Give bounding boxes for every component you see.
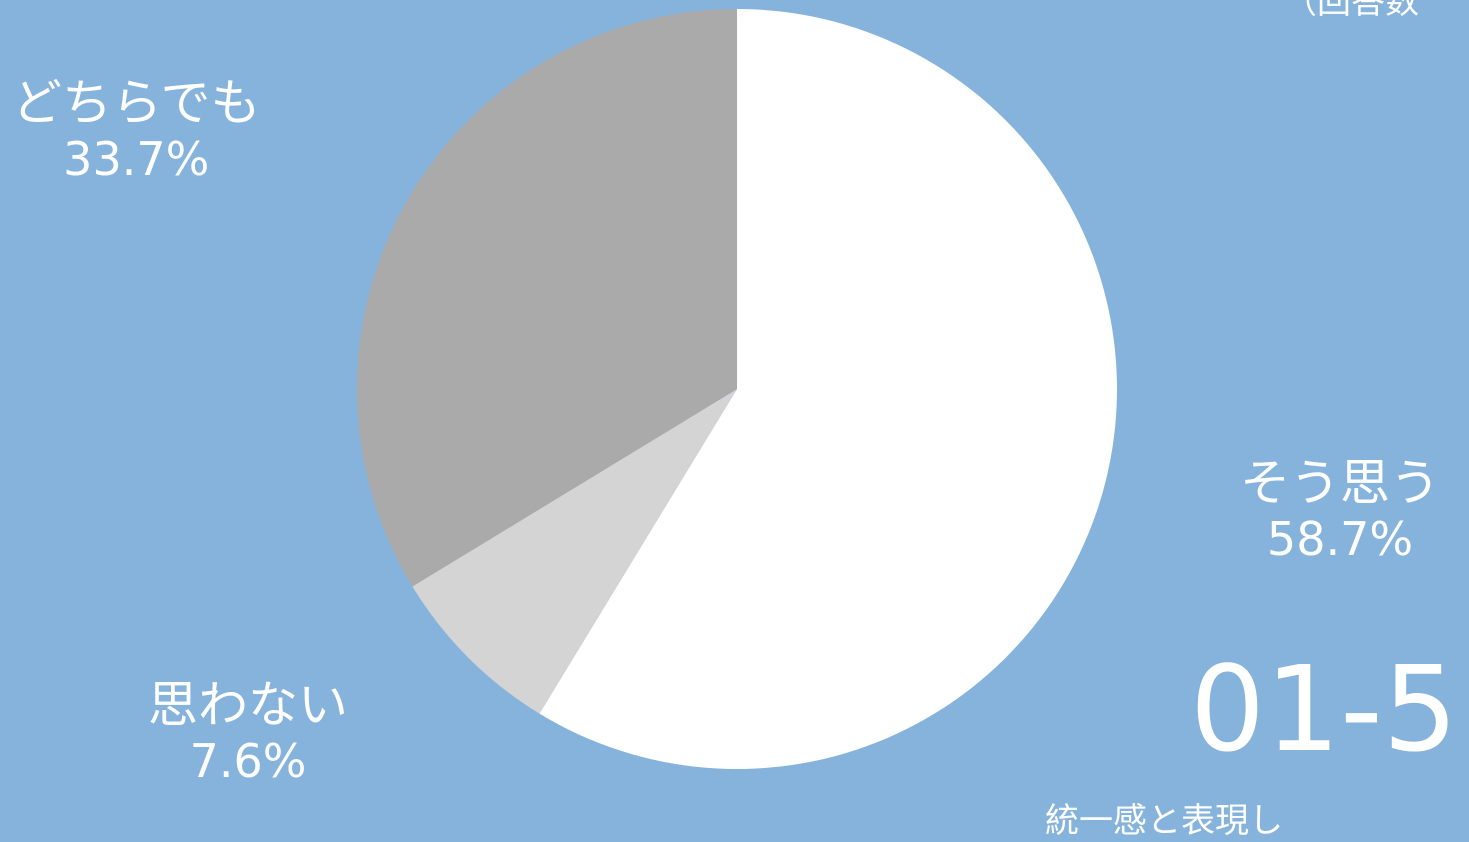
slice-percent-disagree: 7.6%: [189, 733, 307, 788]
pie-slice-neutral: [357, 9, 737, 587]
slice-label-agree: そう思う 58.7%: [1240, 454, 1440, 566]
slice-percent-neutral: 33.7%: [63, 131, 210, 186]
slice-name-neutral: どちらでも: [12, 74, 261, 132]
response-count-fragment: （回答数: [1283, 0, 1419, 22]
caption-fragment: 統一感と表現し: [1045, 801, 1283, 841]
slice-percent-agree: 58.7%: [1266, 511, 1414, 566]
slice-label-neutral: どちらでも 33.7%: [12, 74, 261, 186]
slice-name-agree: そう思う: [1240, 454, 1440, 512]
pie-slice-agree: [539, 9, 1117, 769]
slice-name-disagree: 思わない: [148, 676, 348, 734]
slice-label-disagree: 思わない 7.6%: [148, 676, 348, 788]
pie-chart: [357, 9, 1117, 769]
question-code: 01-5: [1190, 640, 1458, 778]
pie-slice-disagree: [412, 389, 737, 714]
